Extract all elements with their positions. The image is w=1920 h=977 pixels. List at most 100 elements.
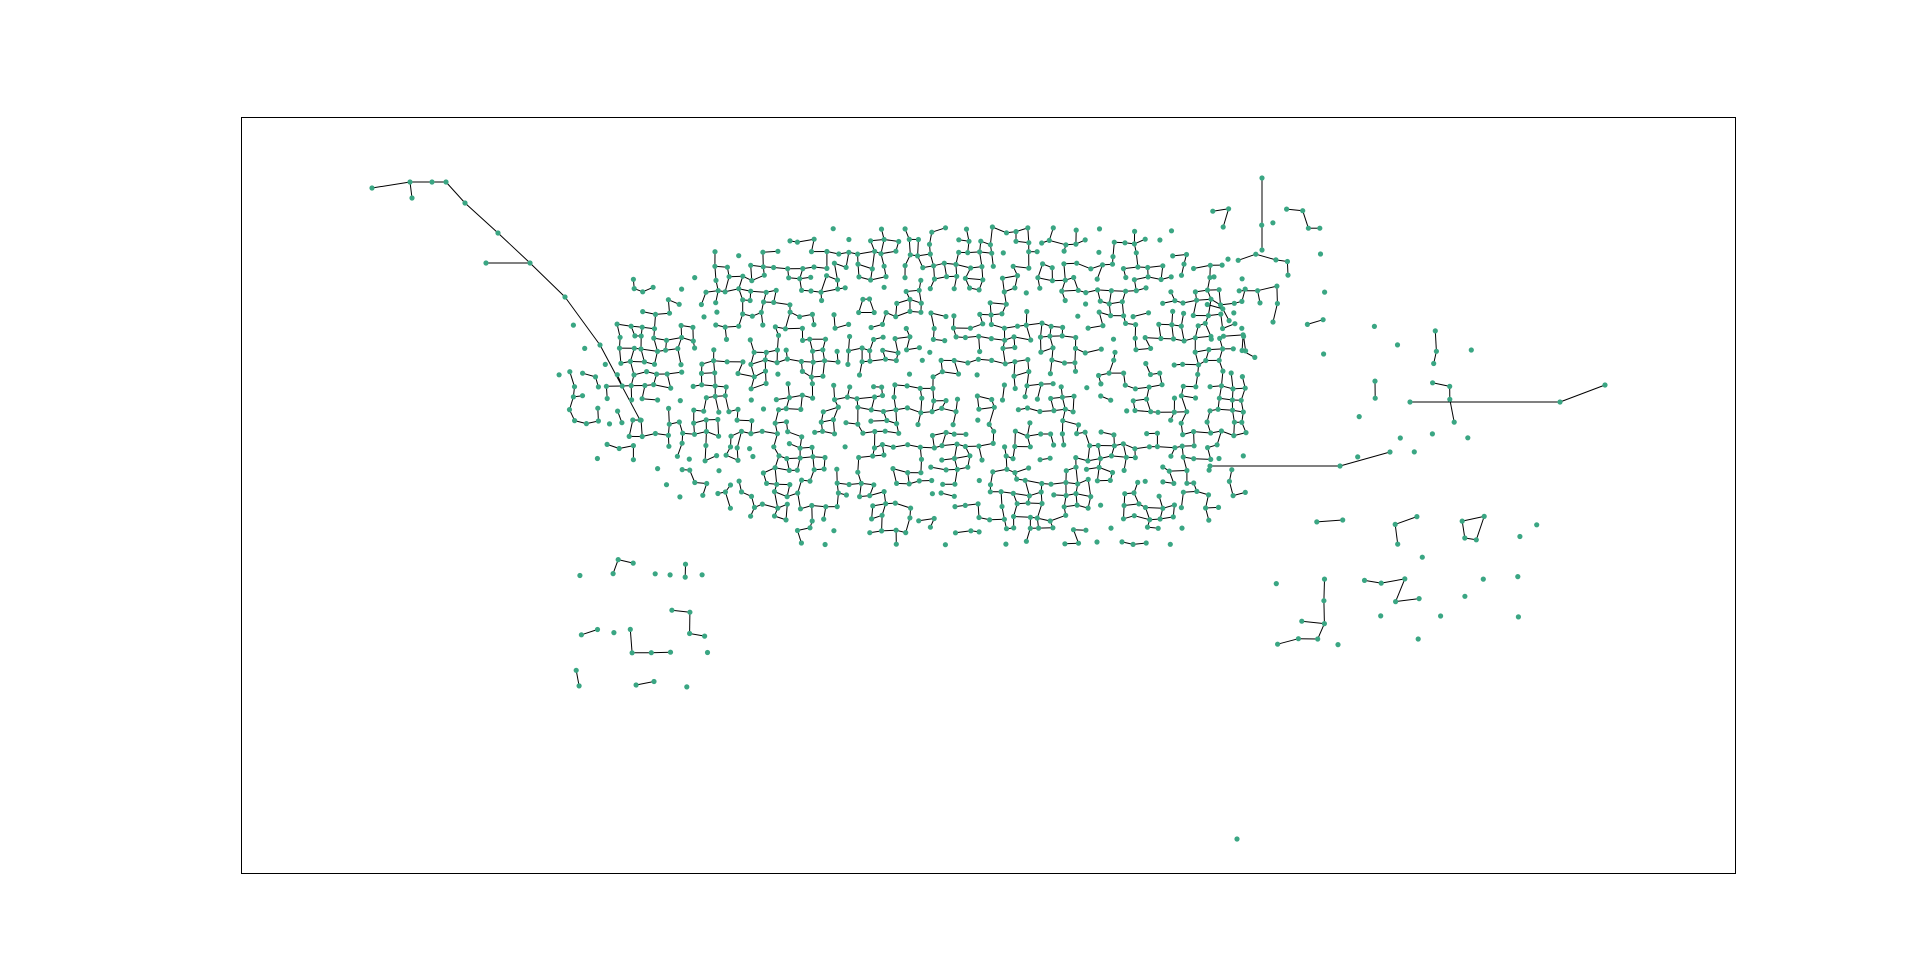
graph-node (845, 361, 851, 367)
graph-node (878, 226, 885, 232)
graph-node (1407, 399, 1413, 405)
graph-node (976, 406, 982, 412)
graph-node (1096, 226, 1103, 232)
graph-node (893, 541, 899, 547)
graph-node (640, 309, 646, 315)
graph-node (990, 469, 996, 475)
graph-node (567, 369, 573, 375)
graph-node (785, 266, 791, 272)
graph-node (928, 310, 934, 316)
graph-node (916, 518, 922, 524)
graph-node (846, 249, 852, 255)
graph-node (1023, 322, 1029, 328)
graph-node (1027, 525, 1033, 531)
graph-node (858, 480, 864, 486)
graph-node (703, 428, 710, 435)
graph-node (1075, 481, 1081, 487)
graph-node (1226, 318, 1232, 324)
graph-node (668, 385, 674, 391)
graph-node (797, 455, 803, 461)
graph-node (1082, 237, 1088, 243)
graph-node (987, 242, 994, 248)
graph-node (1003, 301, 1009, 307)
graph-node (618, 360, 624, 366)
graph-node (735, 406, 741, 412)
graph-node (809, 381, 816, 387)
graph-node (740, 359, 746, 365)
graph-node (1274, 300, 1280, 307)
graph-node (1039, 240, 1045, 246)
graph-node (1143, 285, 1149, 291)
graph-node (855, 421, 861, 427)
graph-node (1240, 453, 1246, 459)
graph-node (866, 296, 873, 302)
graph-node (602, 361, 608, 367)
graph-node (760, 406, 767, 412)
graph-node (809, 502, 815, 509)
graph-node (942, 225, 949, 231)
graph-node (892, 382, 898, 388)
graph-node (784, 501, 790, 507)
graph-node (1050, 525, 1056, 531)
graph-node (880, 347, 886, 353)
graph-node (975, 356, 982, 362)
graph-node (1059, 431, 1065, 437)
graph-node (1168, 417, 1174, 423)
graph-node (1036, 525, 1042, 531)
graph-node (556, 372, 562, 378)
graph-node (712, 383, 718, 389)
graph-edge (1013, 265, 1029, 269)
graph-node (1148, 409, 1154, 415)
graph-node (1087, 443, 1093, 449)
graph-edge (640, 348, 658, 352)
graph-node (1073, 491, 1079, 497)
graph-node (939, 443, 945, 449)
graph-node (1003, 526, 1010, 532)
graph-node (578, 632, 585, 638)
graph-node (1207, 463, 1213, 469)
graph-node (1171, 409, 1177, 415)
graph-node (443, 179, 449, 185)
graph-node (1160, 263, 1166, 269)
graph-node (698, 301, 705, 308)
graph-node (639, 433, 645, 440)
graph-node (831, 312, 837, 318)
graph-node (714, 309, 720, 315)
graph-node (987, 300, 993, 306)
graph-edge (1395, 598, 1420, 603)
graph-edge (823, 406, 839, 413)
graph-node (822, 454, 828, 461)
graph-node (1050, 345, 1056, 351)
graph-node (429, 179, 435, 185)
graph-node (740, 311, 746, 317)
graph-node (641, 359, 648, 365)
graph-node (1371, 323, 1377, 329)
graph-node (751, 349, 757, 355)
graph-node (882, 428, 888, 434)
graph-node (905, 470, 911, 476)
graph-node (1415, 636, 1421, 642)
graph-node (570, 322, 577, 328)
graph-node (701, 314, 707, 320)
graph-node (1023, 538, 1029, 544)
graph-node (1034, 515, 1040, 521)
graph-node (734, 445, 740, 451)
graph-node (679, 440, 685, 446)
graph-node (927, 524, 934, 530)
graph-node (1204, 287, 1211, 293)
graph-node (1155, 525, 1161, 531)
graph-node (1168, 289, 1174, 295)
graph-edge (820, 288, 838, 293)
graph-node (1120, 441, 1126, 447)
graph-node (1204, 301, 1210, 308)
graph-node (1259, 222, 1265, 228)
graph-node (931, 445, 938, 451)
graph-node (822, 358, 828, 364)
graph-node (702, 633, 708, 639)
graph-node (867, 348, 873, 354)
graph-node (893, 248, 899, 254)
graph-node (594, 626, 601, 633)
graph-node (1447, 383, 1453, 389)
graph-node (1465, 435, 1471, 441)
graph-node (1239, 374, 1245, 380)
